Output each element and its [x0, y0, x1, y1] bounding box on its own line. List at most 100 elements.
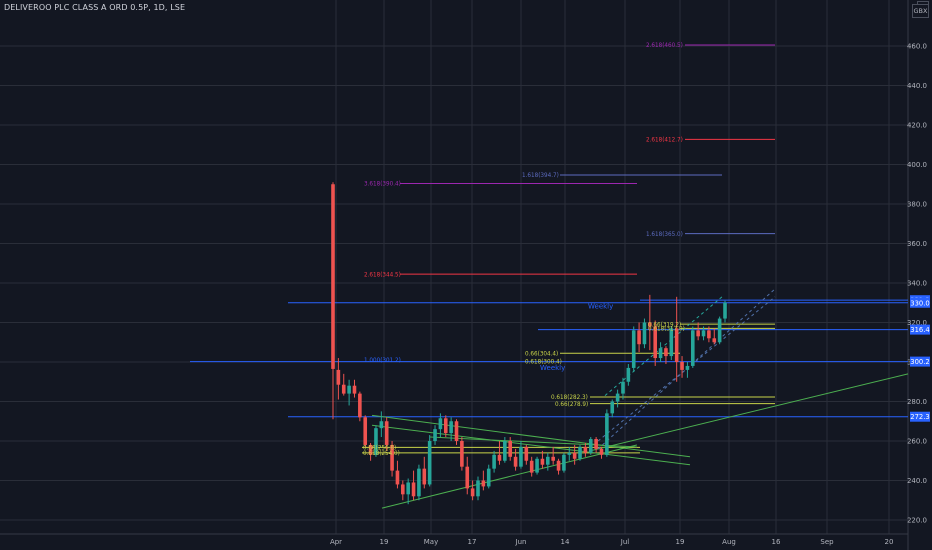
- candle-body: [384, 421, 389, 445]
- fib-label: 0.66(304.4): [525, 351, 558, 358]
- trend-line: [429, 436, 638, 448]
- candle-body: [529, 460, 534, 473]
- candle-body: [642, 322, 647, 345]
- candle-body: [422, 468, 427, 485]
- fib-label: 0.66(278.9): [555, 401, 588, 408]
- candle-body: [427, 441, 432, 485]
- candle-body: [368, 444, 373, 455]
- candle-body: [551, 456, 555, 461]
- chart-grid: [0, 0, 909, 550]
- fib-label: 0.618(317.0): [648, 326, 685, 333]
- fib-label: 1.618(365.0): [646, 231, 683, 238]
- price-label-box: [910, 356, 930, 367]
- candle-body: [390, 444, 394, 471]
- candle-body: [723, 302, 727, 319]
- candle-body: [626, 367, 631, 382]
- fib-labels: 2.618(460.5) 2.618(412.7) 1.618(394.7) 3.61…: [363, 42, 685, 457]
- y-tick-label: 460.0: [907, 43, 927, 51]
- trend-line: [371, 424, 691, 466]
- y-tick-label: 440.0: [907, 82, 927, 90]
- annotations: Weekly Weekly: [540, 303, 613, 372]
- currency-button[interactable]: GBX: [912, 4, 929, 18]
- y-tick-label: 400.0: [907, 161, 927, 169]
- y-tick-label: 220.0: [907, 517, 927, 525]
- time-axis[interactable]: Apr 19 May 17 Jun 14 Jul 19 Aug 16 Sep 20: [330, 538, 894, 546]
- candle-body: [438, 418, 443, 430]
- candles: [331, 182, 727, 505]
- candle-body: [401, 484, 405, 495]
- currency-cap-icon: [917, 1, 929, 5]
- candle-body: [648, 322, 652, 327]
- x-tick-label: Apr: [330, 538, 342, 546]
- y-tick-label: 420.0: [907, 122, 927, 130]
- candle-body: [567, 452, 572, 455]
- candle-body: [470, 488, 475, 497]
- price-label-text: 300.2: [910, 358, 929, 366]
- candle-body: [336, 369, 341, 385]
- trend-line: [604, 296, 723, 396]
- candle-body: [454, 421, 459, 441]
- candle-body: [588, 439, 593, 453]
- trendlines: [371, 288, 909, 509]
- candle-body: [690, 330, 695, 366]
- candle-body: [481, 480, 486, 487]
- y-tick-label: 240.0: [907, 477, 927, 485]
- trend-line: [371, 414, 691, 458]
- candle-body: [680, 362, 684, 370]
- candle-body: [358, 393, 362, 418]
- x-tick-label: 19: [380, 538, 389, 546]
- candle-body: [513, 456, 518, 467]
- candle-body: [406, 482, 410, 495]
- price-axis[interactable]: 220.0240.0260.0280.0300.0320.0340.0360.0…: [907, 43, 927, 525]
- fib-label: 2.618(460.5): [646, 42, 683, 49]
- price-label-box: [910, 297, 930, 308]
- fib-label: 0.618(300.4): [525, 358, 562, 365]
- price-label-text: 316.4: [910, 326, 929, 334]
- fib-label: 1.618(394.7): [522, 172, 559, 179]
- candle-body: [685, 365, 690, 370]
- candle-body: [395, 470, 400, 485]
- candle-body: [621, 381, 625, 394]
- candle-body: [605, 413, 609, 455]
- price-label-box: [910, 324, 930, 335]
- weekly-annotation: Weekly: [540, 364, 565, 372]
- price-label-text: 272.3: [910, 413, 929, 421]
- candle-body: [631, 330, 636, 368]
- x-tick-label: 16: [772, 538, 781, 546]
- candle-body: [637, 330, 641, 345]
- candle-body: [524, 446, 529, 461]
- fib-label: 3.618(390.4): [364, 181, 401, 188]
- fib-label: 0.618(282.3): [551, 394, 588, 401]
- x-tick-label: Jun: [515, 538, 527, 546]
- candle-body: [712, 338, 717, 343]
- y-tick-label: 280.0: [907, 398, 927, 406]
- candle-body: [594, 439, 598, 449]
- candle-body: [374, 428, 378, 455]
- candle-body: [535, 458, 539, 473]
- candle-body: [486, 468, 491, 487]
- candle-body: [562, 454, 566, 471]
- candle-body: [669, 328, 674, 357]
- candle-body: [556, 460, 561, 471]
- symbol-title: DELIVEROO PLC CLASS A ORD 0.5P, 1D, LSE: [4, 3, 186, 12]
- candle-body: [331, 184, 335, 369]
- candle-body: [492, 454, 496, 469]
- candle-body: [658, 348, 663, 359]
- candle-body: [674, 328, 679, 362]
- candle-body: [653, 326, 657, 359]
- fib-label: 0.66(256.8): [363, 445, 396, 452]
- candle-body: [379, 421, 384, 429]
- x-tick-label: Sep: [820, 538, 834, 546]
- trend-line: [381, 444, 638, 509]
- x-tick-label: May: [424, 538, 438, 546]
- x-tick-label: Aug: [722, 538, 736, 546]
- candle-body: [476, 480, 480, 497]
- trend-line: [597, 288, 776, 450]
- candle-body: [411, 482, 416, 497]
- candle-body: [352, 385, 357, 394]
- weekly-annotation: Weekly: [588, 303, 613, 311]
- candle-body: [615, 393, 620, 402]
- candle-body: [583, 446, 588, 453]
